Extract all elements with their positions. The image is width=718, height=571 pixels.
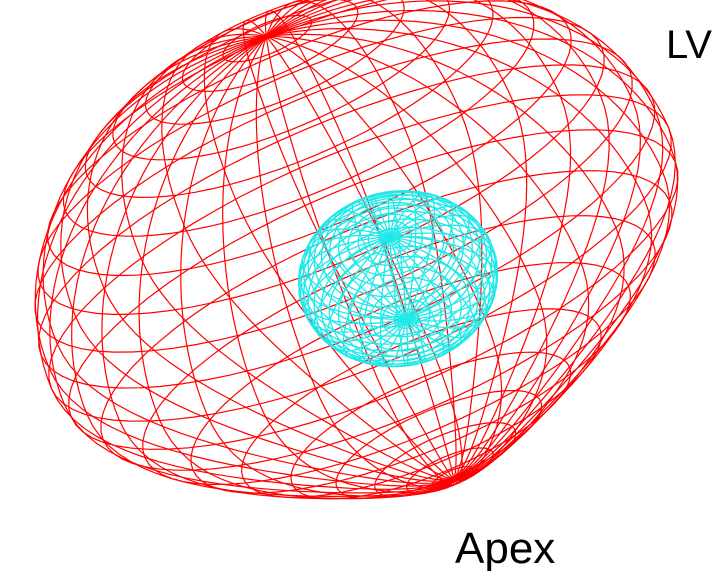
mesh-meridian	[389, 236, 495, 322]
apex-label: Apex	[455, 524, 555, 571]
mesh-meridian	[304, 236, 407, 333]
mesh-meridian	[326, 236, 407, 353]
mesh-meridian	[379, 236, 407, 368]
mesh-meridian	[389, 214, 483, 320]
mesh-meridian	[360, 236, 407, 365]
mesh-meridian	[121, 35, 454, 481]
mesh-meridian	[389, 236, 462, 349]
mesh-meridian	[138, 35, 455, 500]
mesh-meridian	[265, 0, 572, 481]
mesh-meridian	[334, 209, 407, 320]
mesh-meridian	[266, 0, 676, 481]
mesh-meridian	[389, 232, 497, 320]
mesh-meridian	[71, 35, 454, 498]
mesh-meridian	[203, 28, 454, 481]
mesh-meridian	[265, 0, 528, 480]
mesh-meridian	[265, 0, 610, 481]
inner-cavity-mesh	[298, 190, 499, 368]
mesh-meridian	[342, 236, 407, 360]
mesh-meridian	[389, 236, 426, 364]
mesh-meridian	[265, 0, 457, 480]
mesh-meridian	[161, 33, 454, 481]
mesh-meridian	[266, 0, 664, 481]
mesh-parallel	[46, 0, 572, 277]
mesh-meridian	[389, 236, 477, 339]
mesh-meridian	[389, 236, 488, 329]
mesh-meridian	[389, 197, 454, 320]
mesh-meridian	[266, 9, 679, 481]
mesh-meridian	[266, 35, 548, 481]
outer-wall-mesh	[34, 0, 679, 500]
mesh-meridian	[298, 236, 407, 320]
mesh-meridian	[389, 236, 409, 367]
mesh-meridian	[313, 236, 407, 343]
mesh-meridian	[36, 35, 454, 490]
mesh-meridian	[101, 35, 455, 500]
mesh-meridian	[301, 234, 407, 320]
mesh-meridian	[266, 0, 642, 481]
mesh-meridian	[86, 35, 454, 481]
mesh-meridian	[60, 35, 454, 482]
mesh-meridian	[266, 35, 590, 481]
mesh-meridian	[266, 33, 625, 481]
mesh-meridian	[49, 35, 454, 494]
mesh-meridian	[389, 192, 436, 320]
mesh-meridian	[389, 236, 499, 320]
mesh-meridian	[42, 35, 454, 484]
mesh-meridian	[319, 219, 407, 320]
mesh-meridian	[266, 35, 503, 482]
mesh-meridian	[389, 205, 470, 320]
mesh-meridian	[265, 0, 483, 480]
mesh-meridian	[264, 10, 455, 480]
mesh-meridian	[299, 236, 407, 325]
mesh-meridian	[242, 19, 455, 480]
mesh-meridian	[34, 35, 454, 487]
lv-label: LV	[666, 23, 712, 67]
